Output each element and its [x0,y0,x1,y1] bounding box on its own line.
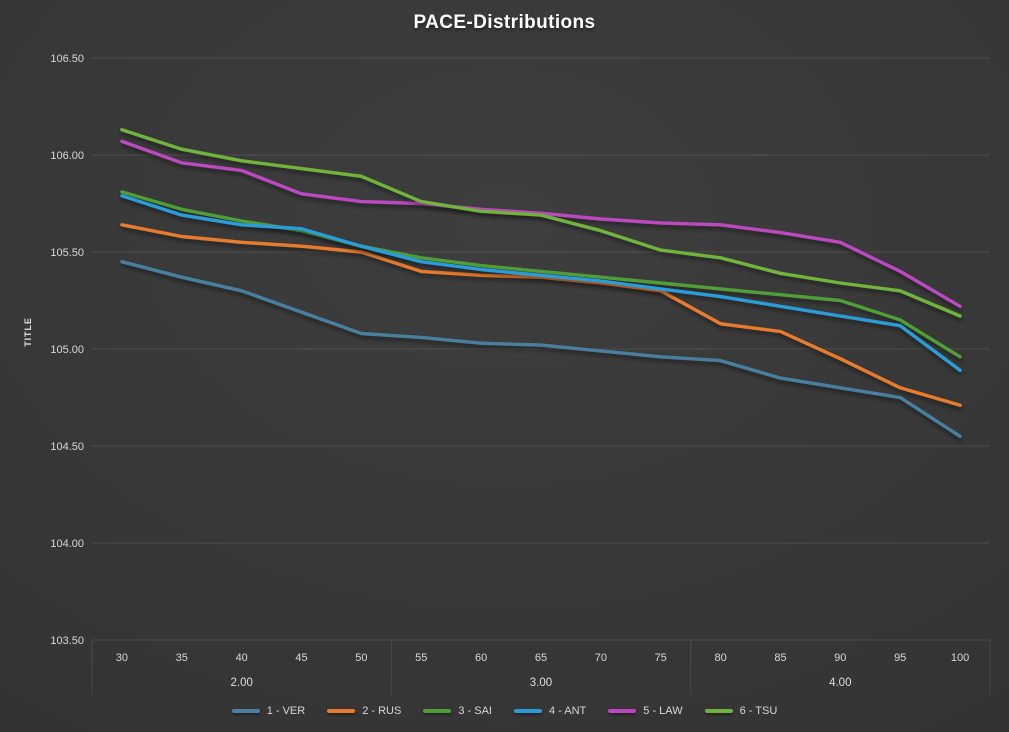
legend-label: 5 - LAW [643,705,683,717]
legend-item: 1 - VER [231,705,306,717]
series-line-2-rus [120,223,962,407]
x-tick-label: 40 [236,652,248,664]
x-tick-label: 80 [714,652,726,664]
x-tick-label: 90 [834,652,846,664]
legend-swatch [513,709,542,713]
legend-item: 6 - TSU [704,705,778,717]
x-group-label: 3.00 [530,677,552,689]
y-tick-label: 103.50 [50,635,84,647]
gridlines [92,57,990,641]
x-group-label: 2.00 [231,677,253,689]
x-tick-label: 35 [176,652,188,664]
legend-label: 6 - TSU [739,705,778,717]
x-tick-label: 75 [655,652,667,664]
legend-item: 3 - SAI [423,705,492,717]
legend-swatch [423,709,452,713]
x-tick-label: 65 [535,652,547,664]
series-line-6-tsu [120,128,962,318]
series-line-5-law [120,139,962,308]
series-line-1-ver [120,260,962,438]
x-tick-label: 60 [475,652,487,664]
x-tick-label: 55 [415,652,427,664]
y-tick-label: 106.50 [50,53,84,65]
x-tick-label: 100 [951,652,969,664]
legend: 1 - VER 2 - RUS 3 - SAI 4 - ANT 5 - LAW 6 - T… [0,701,1009,721]
x-tick-label: 30 [116,652,128,664]
legend-swatch [231,709,260,713]
legend-label: 1 - VER [266,705,306,717]
x-tick-label: 85 [774,652,786,664]
legend-item: 5 - LAW [608,705,683,717]
legend-swatch [327,709,356,713]
y-tick-label: 105.50 [50,247,84,259]
axis-labels: 106.50 106.00 105.50 105.00 104.50 104.00 103.… [50,53,991,695]
legend-item: 2 - RUS [327,705,401,717]
legend-label: 3 - SAI [458,705,492,717]
legend-label: 2 - RUS [362,705,402,717]
legend-item: 4 - ANT [513,705,587,717]
x-tick-label: 70 [595,652,607,664]
legend-label: 4 - ANT [548,705,587,717]
y-tick-label: 105.00 [50,344,84,356]
series-line-4-ant [120,193,962,372]
x-group-label: 4.00 [829,677,851,689]
chart-title: PACE-Distributions [413,12,596,33]
x-tick-label: 95 [894,652,906,664]
x-tick-label: 45 [295,652,307,664]
series-lines [120,128,962,438]
y-tick-label: 104.00 [50,538,84,550]
series-line-3-sai [120,190,962,359]
legend-swatch [704,709,733,713]
x-tick-label: 50 [355,652,367,664]
legend-swatch [608,709,637,713]
y-tick-label: 104.50 [50,441,84,453]
y-tick-label: 106.00 [50,150,84,162]
